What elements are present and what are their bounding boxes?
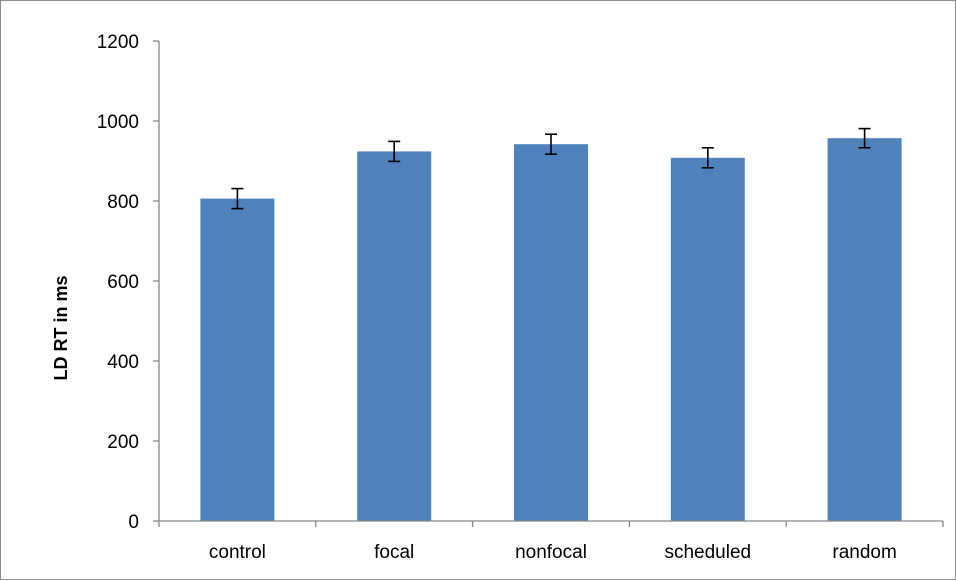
error-bar-control xyxy=(231,187,244,210)
y-axis-title: LD RT in ms xyxy=(51,275,71,380)
y-tick-label: 600 xyxy=(107,272,139,293)
y-tick-label: 0 xyxy=(128,512,139,533)
x-tick-label-scheduled: scheduled xyxy=(664,542,751,563)
y-tick-label: 200 xyxy=(107,432,139,453)
error-bar-nonfocal xyxy=(545,133,557,155)
error-bar-focal xyxy=(388,140,401,163)
x-axis: control focal nonfocal scheduled random xyxy=(158,520,944,563)
error-bars xyxy=(231,127,871,210)
bar-random xyxy=(827,138,902,521)
y-axis: 0 200 400 600 800 1000 1200 xyxy=(97,32,160,533)
error-bar-scheduled xyxy=(701,147,714,169)
bar-scheduled xyxy=(670,157,745,522)
bar-control xyxy=(200,198,275,521)
y-tick-label: 400 xyxy=(107,352,139,373)
y-tick-label: 800 xyxy=(107,192,139,213)
y-tick-label: 1200 xyxy=(97,32,139,53)
x-tick-label-nonfocal: nonfocal xyxy=(515,542,587,563)
bar-focal xyxy=(357,151,432,521)
error-bar-random xyxy=(858,127,871,149)
bar-nonfocal xyxy=(514,144,588,521)
y-tick-label: 1000 xyxy=(97,112,139,133)
x-tick-label-random: random xyxy=(832,542,896,563)
x-tick-label-control: control xyxy=(209,542,266,563)
x-tick-label-focal: focal xyxy=(374,542,414,563)
bars xyxy=(200,138,902,522)
